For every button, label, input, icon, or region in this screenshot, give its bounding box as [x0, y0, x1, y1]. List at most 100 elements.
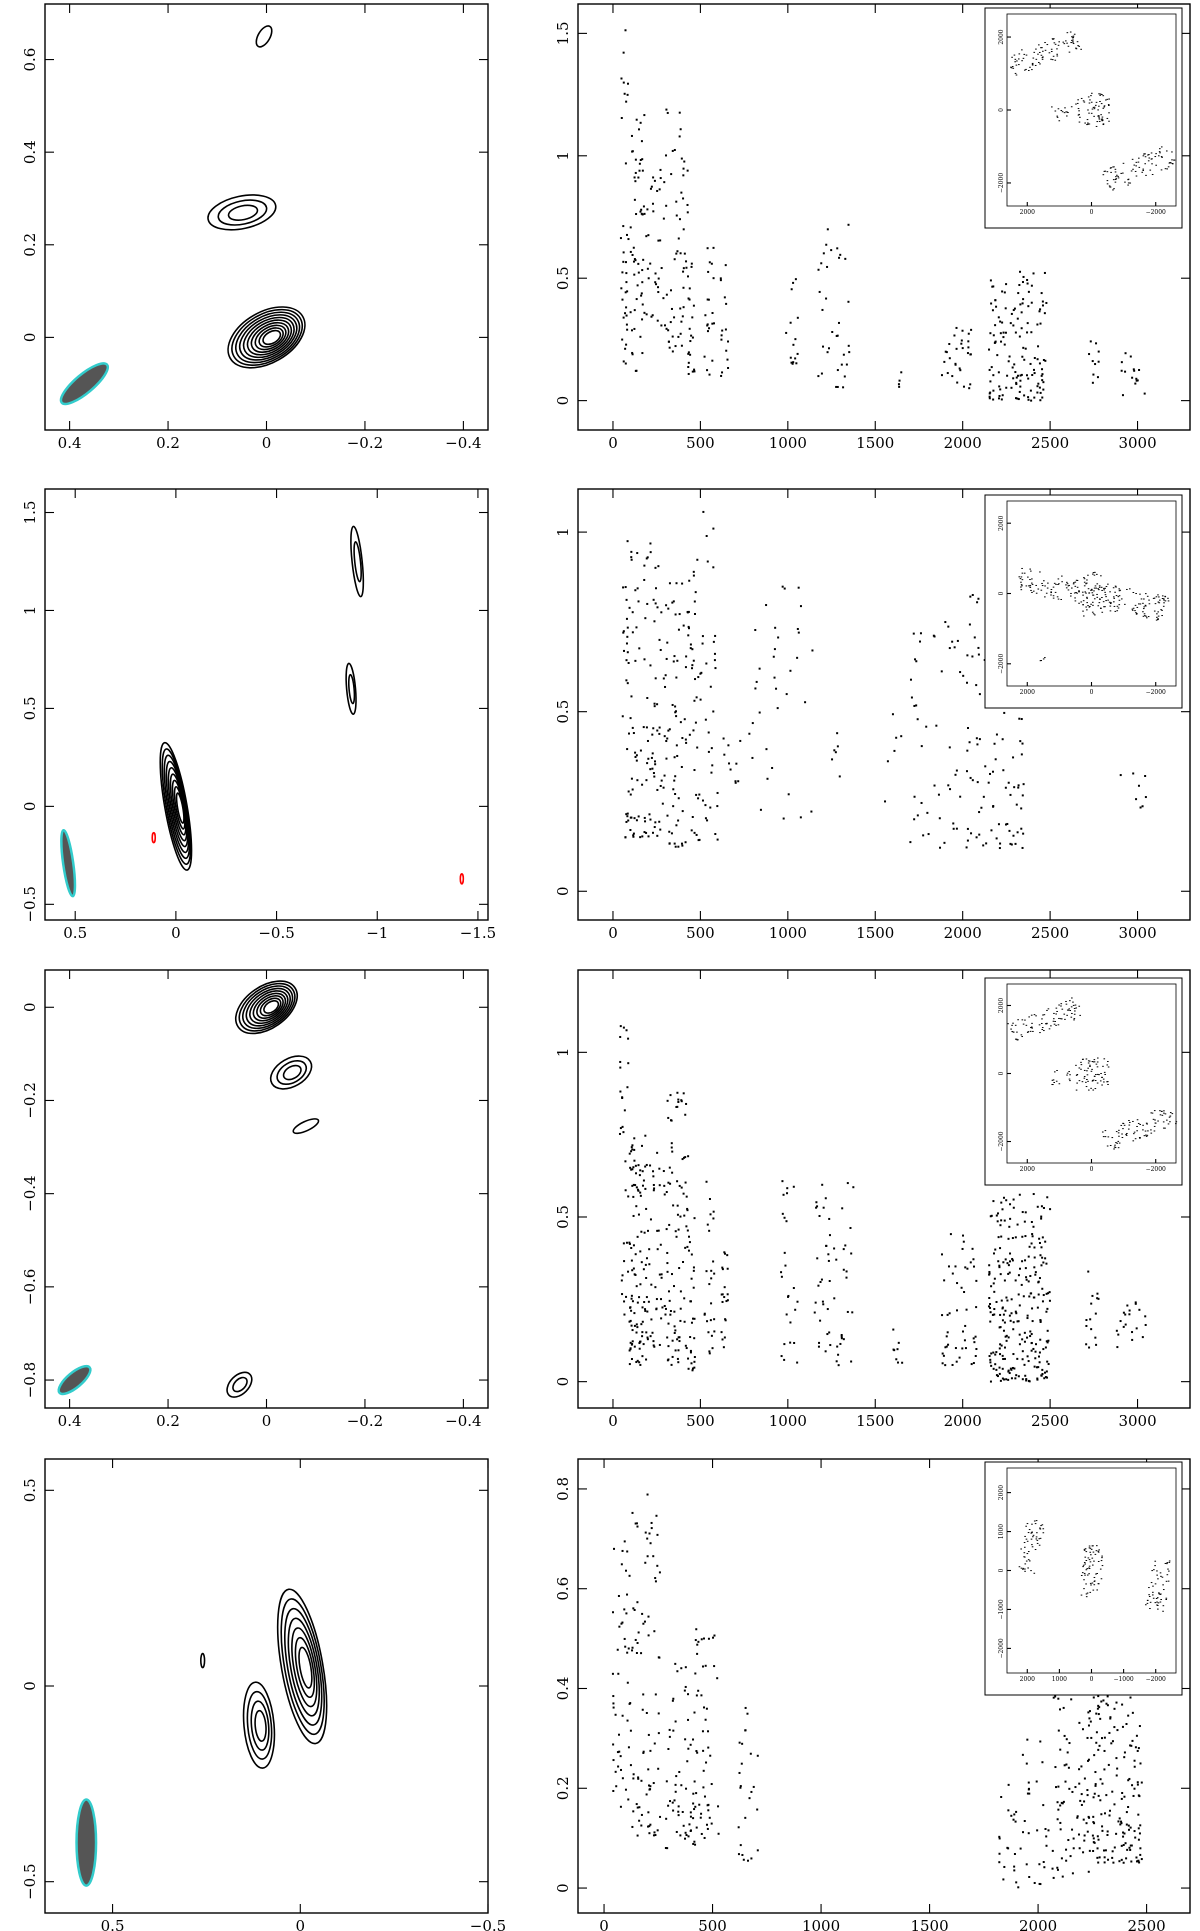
- uv-point: [1107, 104, 1110, 106]
- data-point: [1124, 370, 1127, 373]
- data-point: [639, 836, 642, 839]
- contour-level: [232, 1376, 248, 1393]
- data-point: [1112, 1861, 1115, 1864]
- uv-point: [1054, 59, 1057, 61]
- data-point: [1030, 1333, 1033, 1336]
- data-point: [1000, 1344, 1003, 1347]
- data-point: [780, 1355, 783, 1358]
- data-point: [676, 1180, 679, 1183]
- uv-point: [1157, 601, 1160, 603]
- data-point: [898, 379, 901, 382]
- data-point: [999, 842, 1002, 845]
- uv-point: [1074, 600, 1077, 602]
- data-point: [635, 1172, 638, 1175]
- uv-point: [1053, 1071, 1056, 1073]
- data-point: [824, 1350, 827, 1353]
- data-point: [1096, 1297, 1099, 1300]
- data-point: [668, 1728, 671, 1731]
- uv-point: [1094, 585, 1097, 587]
- data-point: [659, 828, 662, 831]
- contour-level: [175, 792, 185, 824]
- data-point: [625, 306, 628, 309]
- data-point: [713, 1318, 716, 1321]
- data-point: [1059, 1828, 1062, 1831]
- data-point: [685, 1787, 688, 1790]
- data-point: [1034, 1273, 1037, 1276]
- data-point: [678, 1340, 681, 1343]
- data-point: [1017, 398, 1020, 401]
- data-point: [706, 1827, 709, 1830]
- data-point: [708, 327, 711, 330]
- data-point: [654, 763, 657, 766]
- data-point: [684, 1344, 687, 1347]
- data-point: [999, 1326, 1002, 1329]
- data-point: [727, 744, 730, 747]
- data-point: [1059, 1748, 1062, 1751]
- data-point: [654, 566, 657, 569]
- uv-point: [1039, 1527, 1041, 1529]
- data-point: [643, 212, 646, 215]
- data-point: [611, 1611, 614, 1614]
- data-point: [740, 1762, 743, 1765]
- data-point: [968, 387, 971, 390]
- y-tick-label: 1: [554, 527, 572, 537]
- uv-point: [1075, 1064, 1077, 1066]
- uv-point: [1025, 68, 1027, 70]
- data-point: [773, 648, 776, 651]
- inset-x-tick-label: 1000: [1052, 1676, 1067, 1683]
- data-point: [785, 693, 788, 696]
- uv-point: [1148, 157, 1151, 159]
- x-tick-label: 1000: [802, 1917, 840, 1931]
- data-point: [1018, 1193, 1021, 1196]
- uv-point: [1098, 93, 1100, 95]
- data-point: [1094, 1784, 1097, 1787]
- data-point: [1005, 1199, 1008, 1202]
- data-point: [1045, 1262, 1048, 1265]
- data-point: [1103, 1768, 1106, 1771]
- data-point: [991, 309, 994, 312]
- data-point: [665, 1817, 668, 1820]
- x-tick-label: 500: [686, 924, 715, 942]
- uv-point: [1155, 596, 1158, 598]
- data-point: [656, 1564, 659, 1567]
- data-point: [630, 1146, 633, 1149]
- data-point: [1015, 1312, 1018, 1315]
- data-point: [649, 1823, 652, 1826]
- uv-point: [1024, 1535, 1026, 1537]
- data-point: [636, 1806, 639, 1809]
- data-point: [717, 1805, 720, 1808]
- data-point: [634, 1638, 637, 1641]
- data-point: [947, 784, 950, 787]
- data-point: [1014, 397, 1017, 400]
- uv-point: [1142, 615, 1145, 617]
- data-point: [1107, 1763, 1110, 1766]
- data-point: [975, 684, 978, 687]
- y-tick-label: 0.2: [21, 233, 39, 257]
- data-point: [705, 1761, 708, 1764]
- data-point: [646, 1555, 649, 1558]
- data-point: [669, 1310, 672, 1313]
- data-point: [622, 649, 625, 652]
- data-point: [699, 1816, 702, 1819]
- data-point: [822, 1303, 825, 1306]
- data-point: [626, 1550, 629, 1553]
- uv-point: [1086, 1079, 1088, 1081]
- uv-point: [1148, 154, 1150, 156]
- data-point: [646, 1336, 649, 1339]
- data-point: [995, 1368, 998, 1371]
- data-point: [1002, 1358, 1005, 1361]
- data-point: [707, 750, 710, 753]
- data-point: [692, 729, 695, 732]
- uv-point: [1050, 1025, 1052, 1027]
- data-point: [665, 1780, 668, 1783]
- source-component: [276, 1588, 328, 1745]
- data-point: [674, 705, 677, 708]
- data-point: [1044, 1257, 1047, 1260]
- uv-point: [1142, 1129, 1144, 1131]
- uv-point: [1034, 1523, 1037, 1525]
- inset-x-tick-label: −2000: [1146, 209, 1166, 216]
- uv-point: [1096, 1061, 1099, 1063]
- data-point: [1061, 1802, 1064, 1805]
- data-point: [1029, 1274, 1032, 1277]
- uv-point: [1089, 1561, 1092, 1563]
